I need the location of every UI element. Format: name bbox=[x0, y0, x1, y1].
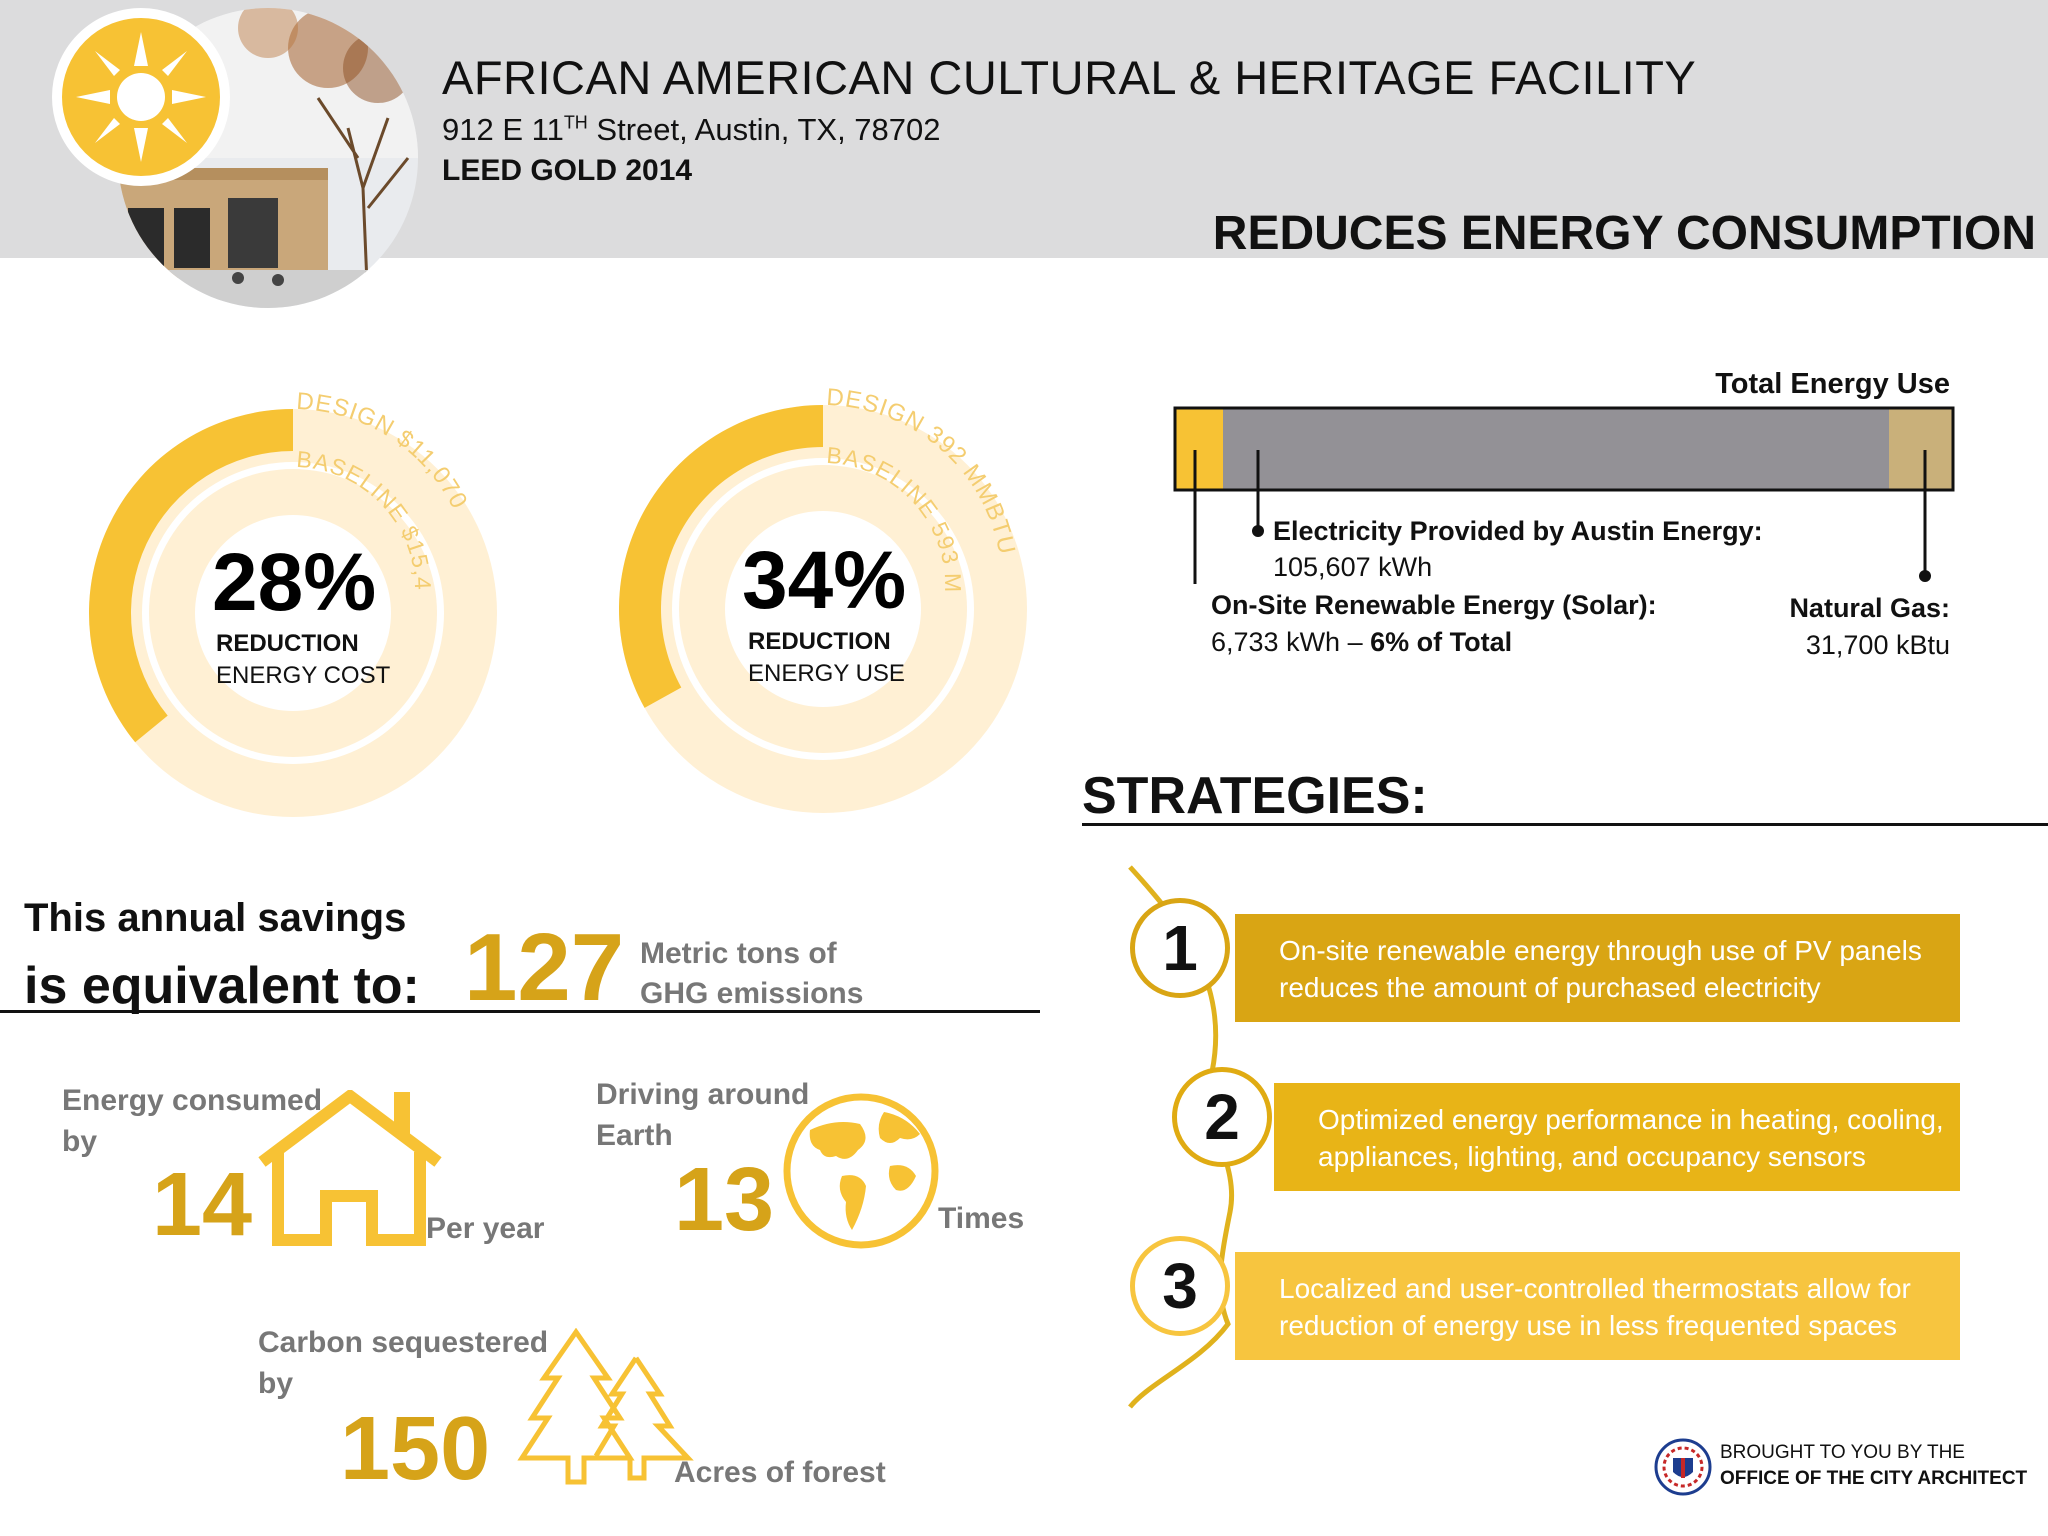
city-seal-icon bbox=[1654, 1438, 1712, 1496]
strategy-text: On-site renewable energy through use of … bbox=[1279, 935, 1922, 966]
strategy-text: reduction of energy use in less frequent… bbox=[1279, 1310, 1897, 1341]
electricity-label: Electricity Provided by Austin Energy: bbox=[1273, 516, 1763, 546]
donut-design-arc bbox=[88, 409, 293, 743]
ghg-text: Metric tons of GHG emissions bbox=[640, 937, 864, 1010]
energy-bar bbox=[1173, 406, 1955, 584]
forest-number: 150 bbox=[340, 1399, 491, 1499]
certification: LEED GOLD 2014 bbox=[442, 154, 693, 187]
strategy-item-2: Optimized energy performance in heating,… bbox=[1274, 1083, 1960, 1191]
earth-unit: Times bbox=[938, 1202, 1025, 1235]
strategies-title: STRATEGIES: bbox=[1082, 767, 1428, 825]
solar-share: 6% of Total bbox=[1370, 627, 1513, 657]
earth-number: 13 bbox=[674, 1150, 775, 1250]
footer-line2: OFFICE OF THE CITY ARCHITECT bbox=[1720, 1468, 2028, 1489]
percent-value: 34% bbox=[742, 535, 907, 626]
sun-icon bbox=[76, 32, 206, 162]
donut-charts: DESIGN $11,070 BASELINE $15,408 DESIGN 3… bbox=[0, 360, 1027, 817]
section-title: REDUCES ENERGY CONSUMPTION bbox=[1212, 207, 2036, 260]
strategy-text: Localized and user-controlled thermostat… bbox=[1279, 1273, 1911, 1304]
forest-unit: Acres of forest bbox=[674, 1456, 886, 1489]
ghg-number: 127 bbox=[464, 914, 625, 1021]
savings-heading-line1: This annual savings bbox=[24, 896, 407, 940]
page-title: AFRICAN AMERICAN CULTURAL & HERITAGE FAC… bbox=[442, 51, 1697, 104]
donut-label: ENERGY COST bbox=[216, 662, 391, 689]
strategy-text: Optimized energy performance in heating,… bbox=[1318, 1104, 1944, 1135]
strategy-item-1: On-site renewable energy through use of … bbox=[1235, 914, 1960, 1022]
strategy-number: 2 bbox=[1172, 1067, 1272, 1167]
house-icon bbox=[258, 1090, 442, 1246]
strategy-item-3: Localized and user-controlled thermostat… bbox=[1235, 1252, 1960, 1360]
divider bbox=[1082, 823, 2048, 826]
trees-icon bbox=[517, 1328, 694, 1485]
gas-label: Natural Gas: bbox=[1789, 593, 1950, 623]
homes-number: 14 bbox=[152, 1155, 253, 1255]
solar-segment bbox=[1175, 408, 1223, 490]
donut-design-arc bbox=[619, 405, 823, 708]
electricity-value: 105,607 kWh bbox=[1273, 552, 1433, 582]
energy-bar-title: Total Energy Use bbox=[1715, 368, 1950, 400]
solar-value: 6,733 kWh – 6% of Total bbox=[1211, 627, 1513, 657]
footer-line1: BROUGHT TO YOU BY THE bbox=[1720, 1442, 1965, 1463]
gas-value: 31,700 kBtu bbox=[1805, 630, 1950, 660]
donut-label-bold: REDUCTION bbox=[216, 630, 359, 657]
donut-label: ENERGY USE bbox=[748, 660, 905, 687]
earth-label: Driving around Earth bbox=[596, 1078, 810, 1152]
forest-label: Carbon sequestered by bbox=[258, 1326, 549, 1400]
globe-icon bbox=[783, 1093, 939, 1249]
strategy-number: 1 bbox=[1130, 898, 1230, 998]
electricity-segment bbox=[1223, 408, 1889, 490]
divider bbox=[0, 1010, 1040, 1013]
solar-label: On-Site Renewable Energy (Solar): bbox=[1211, 590, 1657, 620]
homes-unit: Per year bbox=[426, 1212, 545, 1245]
strategy-text: appliances, lighting, and occupancy sens… bbox=[1318, 1141, 1866, 1172]
percent-value: 28% bbox=[212, 537, 377, 628]
savings-heading-line2: is equivalent to: bbox=[24, 957, 420, 1015]
gas-segment bbox=[1889, 408, 1953, 490]
donut-label-bold: REDUCTION bbox=[748, 628, 891, 655]
address: 912 E 11TH Street, Austin, TX, 78702 bbox=[442, 112, 941, 147]
strategy-text: reduces the amount of purchased electric… bbox=[1279, 972, 1821, 1003]
strategy-number: 3 bbox=[1130, 1236, 1230, 1336]
sun-logo bbox=[52, 8, 230, 186]
homes-label: Energy consumed by bbox=[62, 1084, 323, 1158]
